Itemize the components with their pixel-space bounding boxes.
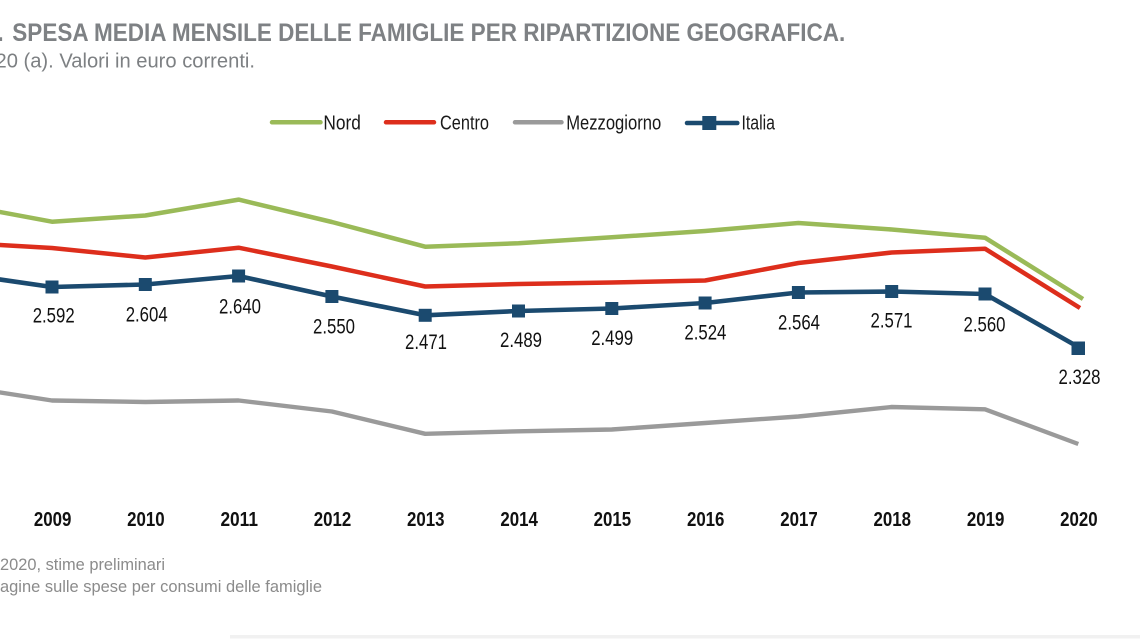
- svg-text:2016: 2016: [687, 509, 725, 531]
- svg-text:2012: 2012: [314, 509, 352, 531]
- svg-text:2.524: 2.524: [684, 322, 726, 345]
- svg-text:2013: 2013: [407, 509, 445, 531]
- svg-text:2015: 2015: [594, 509, 632, 531]
- svg-text:2.571: 2.571: [871, 310, 913, 333]
- svg-text:2.640: 2.640: [219, 295, 261, 318]
- svg-text:2019: 2019: [967, 509, 1005, 531]
- svg-text:2014: 2014: [500, 509, 538, 531]
- svg-text:2.560: 2.560: [964, 313, 1006, 336]
- svg-text:.: .: [0, 19, 4, 47]
- svg-text:2009: 2009: [34, 509, 72, 531]
- svg-text:Italia: Italia: [742, 112, 776, 134]
- svg-text:2.604: 2.604: [126, 304, 168, 327]
- svg-text:2.489: 2.489: [500, 329, 542, 352]
- svg-text:Nord: Nord: [323, 112, 361, 134]
- svg-text:2.328: 2.328: [1059, 366, 1101, 389]
- svg-text:2020: 2020: [1060, 509, 1098, 531]
- svg-text:Mezzogiorno: Mezzogiorno: [566, 112, 661, 134]
- svg-text:Centro: Centro: [440, 112, 489, 134]
- svg-text:2.471: 2.471: [405, 331, 447, 354]
- svg-text:2010: 2010: [127, 509, 165, 531]
- svg-text:2.592: 2.592: [33, 305, 75, 328]
- svg-text:2017: 2017: [780, 509, 818, 531]
- svg-text:SPESA MEDIA MENSILE DELLE FAMI: SPESA MEDIA MENSILE DELLE FAMIGLIE PER R…: [12, 19, 845, 47]
- svg-text:2.499: 2.499: [591, 327, 633, 350]
- svg-text:2020, stime preliminari: 2020, stime preliminari: [0, 555, 165, 574]
- svg-text:20 (a). Valori in euro corrent: 20 (a). Valori in euro correnti.: [0, 51, 255, 73]
- svg-text:agine sulle spese per consumi: agine sulle spese per consumi delle fami…: [0, 577, 322, 596]
- svg-text:2018: 2018: [874, 509, 912, 531]
- svg-text:2.550: 2.550: [313, 315, 355, 338]
- svg-text:2.564: 2.564: [778, 312, 820, 335]
- svg-text:2011: 2011: [220, 509, 258, 531]
